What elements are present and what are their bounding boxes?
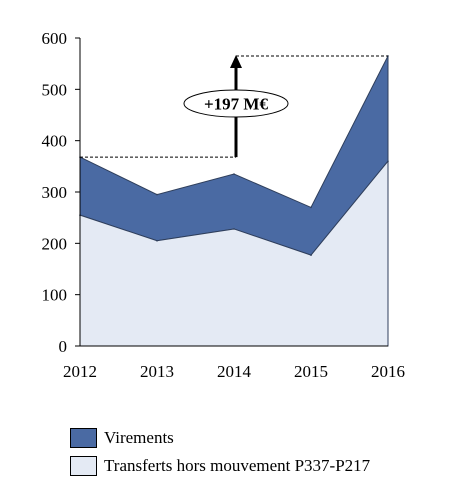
x-tick-label-2013: 2013 (140, 362, 174, 381)
legend-swatch-virements (70, 428, 97, 448)
y-tick-label-100: 100 (42, 286, 68, 305)
legend-label-virements: Virements (104, 428, 174, 447)
point-transferts-2013 (156, 239, 158, 242)
annotation-label: +197 M€ (204, 95, 268, 114)
legend-swatch-transferts (70, 456, 97, 476)
x-tick-label-2014: 2014 (217, 362, 252, 381)
x-tick-label-2015: 2015 (294, 362, 328, 381)
legend: Virements Transferts hors mouvement P337… (70, 427, 370, 483)
x-tick-label-2016: 2016 (371, 362, 405, 381)
y-tick-label-400: 400 (42, 132, 68, 151)
annotation-ellipse (183, 89, 289, 118)
annotation-arrow-head (230, 54, 242, 68)
y-tick-label-600: 600 (42, 29, 68, 48)
point-virements-2014 (233, 173, 235, 175)
y-tick-label-200: 200 (42, 234, 68, 253)
area-series-transferts (79, 159, 389, 347)
point-transferts-2015 (310, 254, 312, 256)
point-transferts-2014 (233, 228, 235, 230)
x-tick-label-2012: 2012 (63, 362, 97, 381)
point-virements-2015 (310, 206, 312, 209)
stacked-area-chart: 0 100 200 300 400 500 600 2012 2013 2014 2015 2016 +… (42, 29, 406, 381)
point-virements-2013 (156, 193, 158, 196)
legend-item-transferts: Transferts hors mouvement P337-P217 (70, 455, 370, 477)
plot-area: 0 100 200 300 400 500 600 2012 2013 2014 2015 2016 +… (42, 29, 406, 381)
legend-label-transferts: Transferts hors mouvement P337-P217 (104, 456, 371, 475)
y-tick-label-500: 500 (42, 80, 68, 99)
y-tick-label-0: 0 (59, 337, 68, 356)
legend-item-virements: Virements (70, 427, 370, 449)
point-transferts-2016 (387, 160, 389, 162)
y-tick-label-300: 300 (42, 183, 68, 202)
